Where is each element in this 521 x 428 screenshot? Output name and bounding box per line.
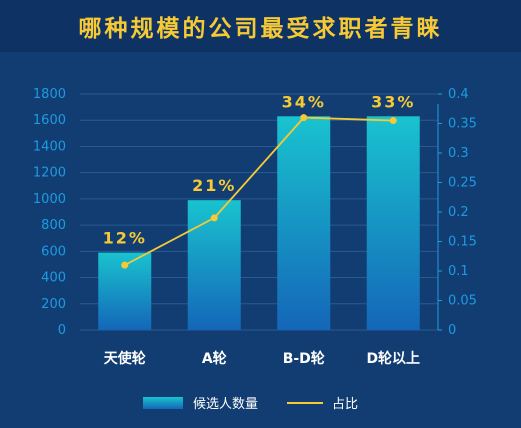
data-label: 33% [371, 92, 415, 111]
left-tick-label: 800 [41, 218, 66, 233]
right-tick-label: 0 [448, 323, 456, 338]
data-label: 21% [192, 176, 236, 195]
right-tick-label: 0.15 [448, 235, 477, 250]
bar [366, 116, 420, 331]
left-tick-label: 400 [41, 271, 66, 286]
left-tick-label: 1800 [33, 87, 66, 102]
bar-layer [98, 116, 420, 331]
ratio-line [124, 116, 394, 266]
legend-line-label: 占比 [332, 397, 358, 412]
left-tick-label: 200 [41, 297, 66, 312]
right-tick-label: 0.25 [448, 176, 477, 191]
right-tick-label: 0.05 [448, 294, 477, 309]
left-tick-label: 1000 [33, 192, 66, 207]
legend: 候选人数量 占比 [143, 397, 358, 412]
left-tick-label: 0 [58, 323, 66, 338]
data-label: 34% [282, 92, 326, 111]
line-point [300, 114, 308, 122]
line-layer [121, 114, 397, 269]
title-bar: 哪种规模的公司最受求职者青睐 [0, 0, 521, 52]
right-tick-label: 0.1 [448, 264, 469, 279]
line-point [121, 261, 129, 269]
left-tick-label: 1200 [33, 166, 66, 181]
left-axis: 0 200 400 600 800 1000 1200 1400 1600 1800 [33, 87, 66, 338]
label-layer: 12% 21% 34% 33% [103, 92, 415, 248]
category-label: 天使轮 [104, 350, 146, 367]
category-label: A轮 [202, 350, 227, 367]
right-tick-label: 0.3 [448, 146, 469, 161]
right-axis: 0 0.05 0.1 0.15 0.2 0.25 0.3 0.35 0.4 [437, 87, 477, 338]
left-tick-label: 1600 [33, 113, 66, 128]
data-label: 12% [103, 229, 147, 248]
line-point [389, 117, 397, 125]
category-axis: 天使轮 A轮 B-D轮 D轮以上 [104, 350, 420, 367]
right-tick-label: 0.35 [448, 117, 477, 132]
bar [187, 200, 241, 330]
legend-bar-swatch [143, 397, 183, 409]
bar [277, 116, 331, 331]
right-tick-label: 0.4 [448, 87, 469, 102]
category-label: B-D轮 [283, 350, 325, 367]
line-point [210, 214, 218, 222]
left-tick-label: 600 [41, 244, 66, 259]
right-tick-label: 0.2 [448, 205, 469, 220]
legend-bar-label: 候选人数量 [193, 397, 258, 412]
category-label: D轮以上 [366, 350, 420, 367]
chart-title: 哪种规模的公司最受求职者青睐 [78, 16, 443, 42]
left-tick-label: 1400 [33, 139, 66, 154]
